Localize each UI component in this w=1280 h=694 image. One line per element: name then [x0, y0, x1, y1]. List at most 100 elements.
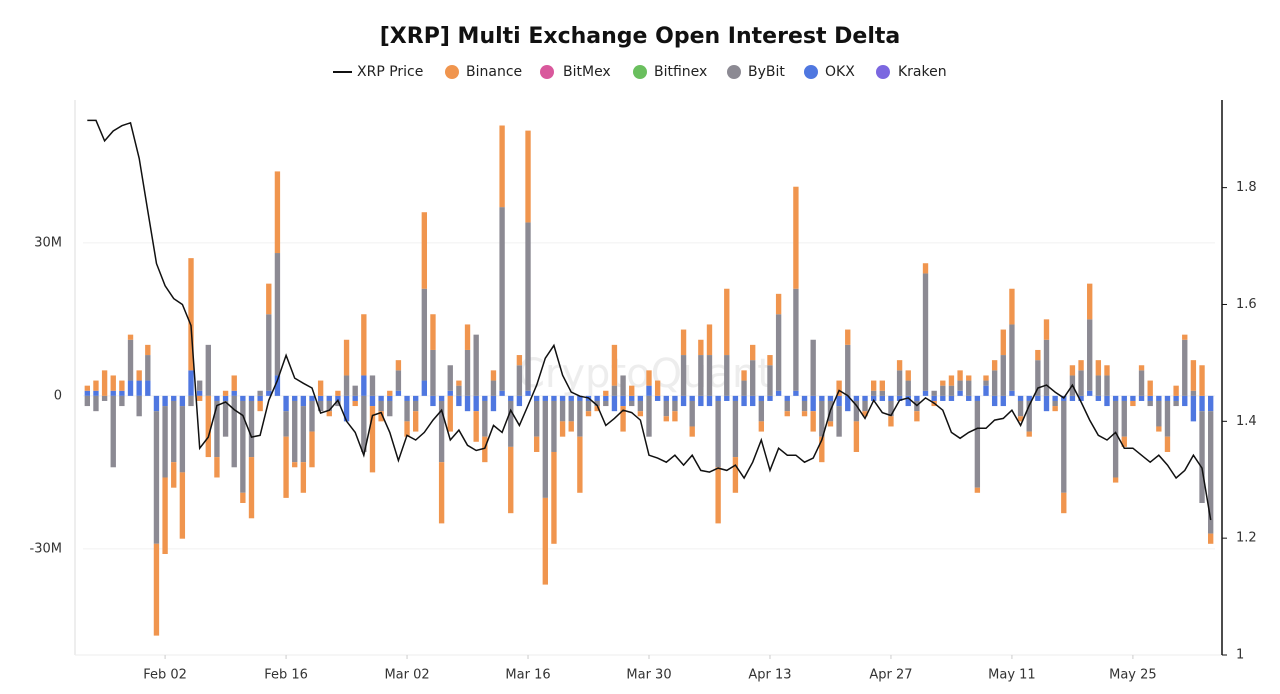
bar-segment [637, 400, 644, 412]
bar-segment [387, 400, 393, 417]
bar-segment [948, 385, 955, 396]
bar-segment [698, 355, 704, 396]
bar-segment [516, 395, 523, 407]
bar-segment [974, 400, 981, 488]
x-tick-label: Apr 27 [869, 668, 912, 683]
bar-segment [551, 400, 557, 452]
bar-segment [352, 395, 358, 401]
bar-segment [870, 390, 877, 396]
watermark: CryptoQuant [517, 351, 773, 397]
bar-segment [853, 421, 860, 452]
bar-segment [1035, 395, 1041, 401]
bar-segment [300, 406, 307, 463]
bar-segment [369, 375, 376, 396]
bar-segment [1000, 395, 1006, 407]
bar-segment [413, 395, 419, 401]
bar-segment [758, 400, 765, 422]
bar-segment [767, 395, 773, 401]
bar-segment [1199, 411, 1205, 503]
bar-segment [438, 400, 445, 463]
bar-segment [1138, 365, 1145, 371]
bar-segment [343, 375, 350, 396]
bar-segment [1026, 395, 1032, 401]
bar-segment [361, 375, 367, 396]
bar-segment [136, 370, 142, 381]
bar-segment [378, 400, 384, 412]
bar-segment [646, 385, 652, 396]
bar-segment [775, 293, 782, 315]
bar-segment [292, 395, 298, 401]
bar-segment [559, 400, 566, 422]
bar-segment [611, 385, 618, 396]
bar-segment [430, 314, 436, 350]
bar-segment [827, 395, 834, 401]
bar-segment [905, 380, 911, 396]
bar-segment [413, 400, 419, 412]
bar-segment [274, 375, 281, 396]
bar-segment [870, 395, 877, 401]
bar-segment [741, 370, 747, 381]
bar-segment [162, 406, 168, 478]
bar-segment [1112, 477, 1119, 483]
bar-segment [940, 385, 946, 396]
bar-segment [1087, 319, 1093, 391]
bar-segment [222, 390, 229, 396]
bar-segment [741, 395, 747, 407]
bar-segment [171, 462, 177, 488]
bar-segment [430, 395, 436, 407]
bar-segment [1043, 319, 1050, 340]
bar-segment [888, 395, 894, 401]
bar-segment [1035, 360, 1041, 396]
bar-segment [888, 400, 894, 417]
bar-segment [922, 390, 929, 396]
y2-tick-label: 1.2 [1236, 531, 1257, 546]
bar-segment [145, 355, 151, 381]
bar-segment [447, 390, 453, 396]
bar-segment [784, 411, 790, 417]
bar-segment [957, 370, 963, 381]
legend-label: Bitfinex [654, 64, 707, 80]
bar-segment [672, 395, 678, 401]
bar-segment [758, 421, 765, 432]
bar-segment [145, 344, 151, 356]
bar-segment [1052, 395, 1058, 401]
bar-segment [1009, 288, 1015, 325]
bar-segment [594, 406, 600, 412]
bar-segment [931, 395, 937, 401]
price-line [87, 119, 1212, 521]
bar-segment [922, 273, 929, 391]
bar-segment [905, 395, 911, 407]
bar-segment [1121, 400, 1127, 437]
bar-segment [991, 370, 998, 396]
bar-segment [127, 339, 134, 381]
bar-segment [706, 355, 713, 396]
bar-segment [819, 400, 825, 437]
bar-segment [680, 395, 687, 407]
bar-segment [421, 380, 428, 396]
bar-segment [966, 395, 972, 401]
bar-segment [1035, 349, 1041, 361]
bar-segment [784, 400, 790, 412]
y2-tick-label: 1.4 [1236, 414, 1257, 429]
bar-segment [387, 395, 393, 401]
bar-segment [983, 385, 989, 396]
bar-segment [482, 400, 488, 437]
bar-segment [706, 395, 713, 407]
x-tick-label: Feb 16 [264, 668, 308, 683]
bar-segment [1121, 436, 1127, 447]
bar-segment [153, 543, 160, 636]
bar-segment [525, 390, 531, 396]
bar-segment [810, 395, 816, 412]
bar-segment [715, 467, 721, 524]
bar-segment [767, 365, 773, 396]
bar-segment [542, 400, 548, 498]
bar-segment [205, 344, 211, 396]
bar-segment [231, 390, 237, 396]
x-tick-label: Mar 16 [505, 668, 550, 683]
legend-label: BitMex [563, 64, 611, 80]
bar-segment [905, 370, 911, 381]
bar-segment [663, 400, 669, 417]
bar-segment [309, 395, 315, 401]
bar-segment [870, 380, 877, 391]
